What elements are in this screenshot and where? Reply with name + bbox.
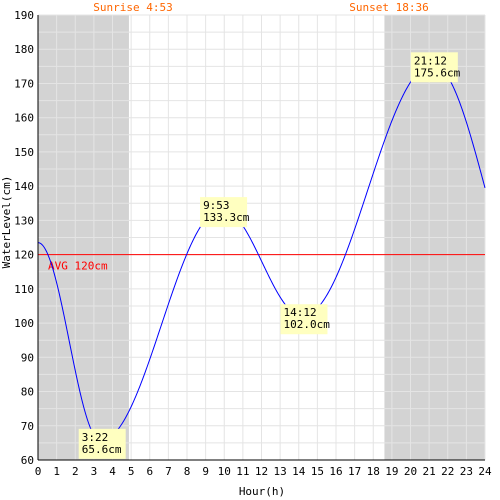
y-tick-label: 60	[21, 454, 34, 467]
extreme-label-box	[200, 197, 248, 228]
y-tick-label: 170	[14, 77, 34, 90]
x-tick-label: 19	[385, 465, 398, 478]
y-tick-label: 100	[14, 317, 34, 330]
x-tick-label: 21	[423, 465, 436, 478]
x-tick-label: 15	[311, 465, 324, 478]
x-tick-label: 4	[109, 465, 116, 478]
x-tick-label: 6	[146, 465, 153, 478]
x-tick-label: 20	[404, 465, 417, 478]
x-tick-label: 14	[292, 465, 306, 478]
average-line-group: AVG 120cm	[38, 254, 485, 273]
extreme-level: 133.3cm	[203, 211, 250, 224]
sunset-label: Sunset 18:36	[349, 1, 428, 14]
extreme-time: 21:12	[414, 54, 447, 67]
x-tick-label: 2	[72, 465, 79, 478]
y-tick-label: 150	[14, 146, 34, 159]
x-tick-label: 8	[184, 465, 191, 478]
extreme-level: 175.6cm	[414, 66, 461, 79]
axes: 0 1 2 3 4 5 6 7 8 9 10 11 12 13 14 15 16 17 18 19 20 21 22 23 24…	[14, 9, 492, 478]
x-tick-label: 23	[460, 465, 473, 478]
y-axis-label: WaterLevel(cm)	[0, 176, 13, 269]
y-tick-label: 190	[14, 9, 34, 22]
y-tick-label: 90	[21, 351, 34, 364]
x-tick-label: 11	[236, 465, 249, 478]
extreme-level: 102.0cm	[283, 318, 330, 331]
x-tick-label: 5	[128, 465, 135, 478]
extreme-time: 14:12	[283, 306, 316, 319]
extreme-label-box	[78, 428, 126, 459]
x-tick-label: 1	[53, 465, 60, 478]
y-tick-label: 160	[14, 112, 34, 125]
x-tick-label: 17	[348, 465, 361, 478]
extreme-time: 3:22	[82, 431, 109, 444]
y-tick-label: 120	[14, 249, 34, 262]
x-tick-label: 9	[202, 465, 209, 478]
x-tick-label: 12	[255, 465, 268, 478]
y-tick-label: 140	[14, 180, 34, 193]
x-tick-label: 3	[91, 465, 98, 478]
extreme-time: 9:53	[203, 199, 230, 212]
x-tick-label: 16	[329, 465, 342, 478]
average-label: AVG 120cm	[48, 260, 108, 273]
x-tick-label: 7	[165, 465, 172, 478]
extreme-level: 65.6cm	[82, 443, 122, 456]
y-tick-label: 70	[21, 420, 34, 433]
y-tick-label: 180	[14, 43, 34, 56]
x-tick-label: 0	[35, 465, 42, 478]
y-tick-label: 80	[21, 386, 34, 399]
sunrise-label: Sunrise 4:53	[93, 1, 172, 14]
extreme-label-box	[280, 304, 328, 335]
x-tick-label: 13	[274, 465, 287, 478]
extreme-label-box	[410, 52, 458, 83]
x-tick-label: 24	[478, 465, 492, 478]
x-tick-label: 22	[441, 465, 454, 478]
x-tick-label: 10	[218, 465, 231, 478]
y-tick-label: 110	[14, 283, 34, 296]
x-axis-label: Hour(h)	[239, 485, 285, 498]
x-tick-label: 18	[367, 465, 380, 478]
y-tick-label: 130	[14, 214, 34, 227]
